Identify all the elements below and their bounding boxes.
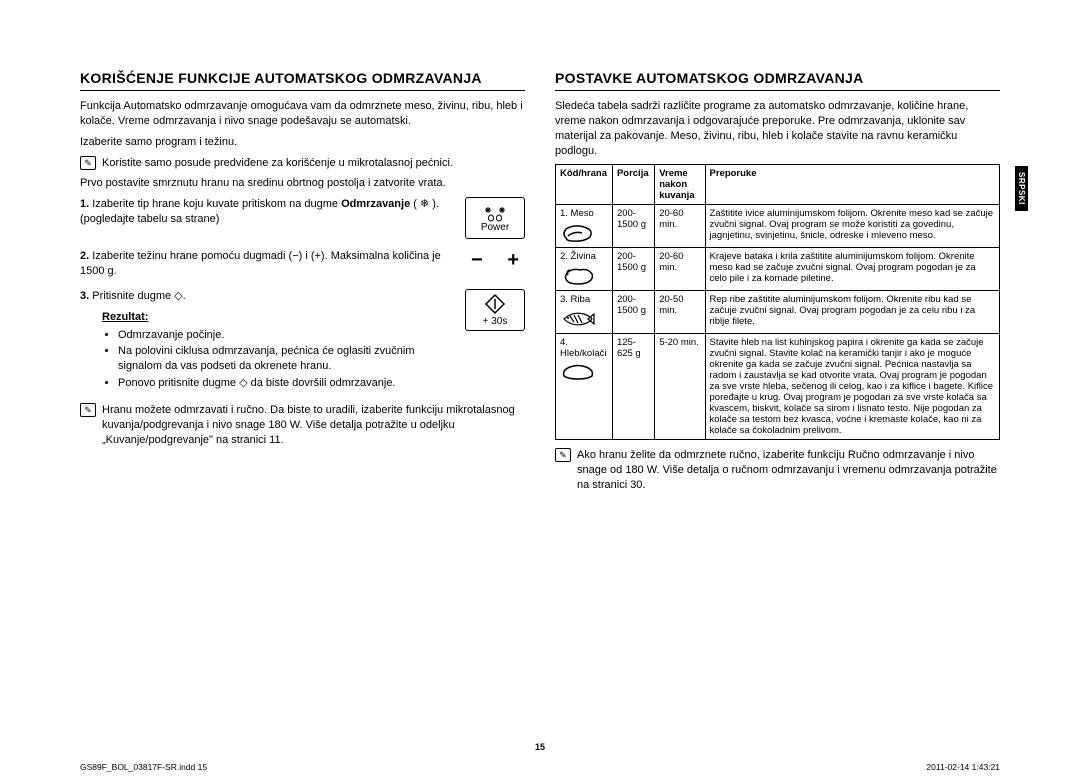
table-row: 2. Živina 200-1500 g 20-60 min. Krajeve …	[556, 248, 1000, 291]
left-p2: Izaberite samo program i težinu.	[80, 135, 525, 150]
cell-rec: Zaštitite ivice aluminijumskom folijom. …	[705, 205, 1000, 248]
cell-code: 3. Riba	[556, 291, 613, 334]
start-button-graphic: + 30s	[465, 289, 525, 331]
step-3: 3. Pritisnite dugme ◇. Rezultat: Odmrzav…	[80, 289, 525, 393]
power-label: Power	[481, 222, 509, 233]
footer-filename: GS89F_BOL_03817F-SR.indd 15	[80, 762, 207, 772]
bread-icon	[560, 362, 596, 382]
table-row: 3. Riba 200-1500 g 20-50 min. Rep ribe z…	[556, 291, 1000, 334]
right-note: ✎ Ako hranu želite da odmrznete ručno, i…	[555, 448, 1000, 493]
note-icon: ✎	[80, 156, 96, 170]
result-3: Ponovo pritisnite dugme ◇ da biste dovrš…	[118, 376, 455, 391]
step-1-b: Odmrzavanje	[341, 198, 410, 210]
cell-code: 2. Živina	[556, 248, 613, 291]
minus-icon: −	[471, 249, 483, 272]
table-header-row: Kôd/hrana Porcija Vreme nakon kuvanja Pr…	[556, 165, 1000, 205]
result-block: Rezultat: Odmrzavanje počinje. Na polovi…	[102, 310, 455, 391]
fish-icon	[560, 308, 596, 330]
result-label: Rezultat:	[102, 310, 455, 325]
diamond-icon	[483, 292, 507, 316]
meat-icon	[560, 222, 596, 244]
result-2: Na polovini ciklusa odmrzavanja, pećnica…	[118, 344, 455, 374]
left-column: KORIŠĆENJE FUNKCIJE AUTOMATSKOG ODMRZAVA…	[80, 70, 525, 499]
step-1-num: 1.	[80, 198, 89, 210]
footer-timestamp: 2011-02-14 1:43:21	[926, 762, 1000, 772]
cell-time: 20-50 min.	[655, 291, 705, 334]
step-1: 1. Izaberite tip hrane koju kuvate priti…	[80, 197, 525, 239]
cell-time: 20-60 min.	[655, 248, 705, 291]
right-title: POSTAVKE AUTOMATSKOG ODMRZAVANJA	[555, 70, 1000, 91]
power-button-graphic: Power	[465, 197, 525, 239]
step-2-text: 2. Izaberite težinu hrane pomoću dugmadi…	[80, 249, 455, 279]
cell-portion: 125-625 g	[612, 334, 654, 440]
cell-portion: 200-1500 g	[612, 205, 654, 248]
step-1-text: 1. Izaberite tip hrane koju kuvate priti…	[80, 197, 455, 227]
poultry-icon	[560, 265, 596, 287]
note-1-text: Koristite samo posude predviđene za kori…	[102, 156, 453, 171]
right-column: POSTAVKE AUTOMATSKOG ODMRZAVANJA Sledeća…	[555, 70, 1000, 499]
note-2: ✎ Hranu možete odmrzavati i ručno. Da bi…	[80, 403, 525, 448]
th-time: Vreme nakon kuvanja	[655, 165, 705, 205]
step-3-body: Pritisnite dugme ◇.	[92, 290, 185, 302]
step-2-num: 2.	[80, 250, 89, 262]
cell-code: 4. Hleb/kolači	[556, 334, 613, 440]
th-code: Kôd/hrana	[556, 165, 613, 205]
page-number: 15	[535, 742, 545, 752]
cell-time: 5-20 min.	[655, 334, 705, 440]
cell-rec: Krajeve bataka i krila zaštitite alumini…	[705, 248, 1000, 291]
step-2-body: Izaberite težinu hrane pomoću dugmadi (−…	[80, 250, 441, 277]
snowflake-icon	[482, 204, 508, 222]
start-label: + 30s	[483, 316, 508, 327]
step-2: 2. Izaberite težinu hrane pomoću dugmadi…	[80, 249, 525, 279]
step-3-text: 3. Pritisnite dugme ◇.	[80, 289, 455, 304]
step-3-num: 3.	[80, 290, 89, 302]
left-p1: Funkcija Automatsko odmrzavanje omogućav…	[80, 99, 525, 129]
result-list: Odmrzavanje počinje. Na polovini ciklusa…	[102, 328, 455, 391]
step-1-a: Izaberite tip hrane koju kuvate pritisko…	[92, 198, 341, 210]
table-row: 1. Meso 200-1500 g 20-60 min. Zaštitite …	[556, 205, 1000, 248]
cell-rec: Stavite hleb na list kuhinjskog papira i…	[705, 334, 1000, 440]
table-row: 4. Hleb/kolači 125-625 g 5-20 min. Stavi…	[556, 334, 1000, 440]
result-1: Odmrzavanje počinje.	[118, 328, 455, 343]
left-p3: Prvo postavite smrznutu hranu na sredinu…	[80, 176, 525, 191]
cell-code: 1. Meso	[556, 205, 613, 248]
note-2-text: Hranu možete odmrzavati i ručno. Da bist…	[102, 403, 525, 448]
language-tab: SRPSKI	[1015, 166, 1028, 211]
right-p1: Sledeća tabela sadrži različite programe…	[555, 99, 1000, 158]
defrost-table: Kôd/hrana Porcija Vreme nakon kuvanja Pr…	[555, 164, 1000, 440]
th-rec: Preporuke	[705, 165, 1000, 205]
plus-icon: +	[507, 249, 519, 272]
note-icon: ✎	[555, 448, 571, 462]
note-icon: ✎	[80, 403, 96, 417]
cell-portion: 200-1500 g	[612, 291, 654, 334]
left-title: KORIŠĆENJE FUNKCIJE AUTOMATSKOG ODMRZAVA…	[80, 70, 525, 91]
note-1: ✎ Koristite samo posude predviđene za ko…	[80, 156, 525, 171]
right-note-text: Ako hranu želite da odmrznete ručno, iza…	[577, 448, 1000, 493]
th-portion: Porcija	[612, 165, 654, 205]
cell-portion: 200-1500 g	[612, 248, 654, 291]
cell-rec: Rep ribe zaštitite aluminijumskom folijo…	[705, 291, 1000, 334]
cell-time: 20-60 min.	[655, 205, 705, 248]
plus-minus-graphic: − +	[465, 249, 525, 272]
